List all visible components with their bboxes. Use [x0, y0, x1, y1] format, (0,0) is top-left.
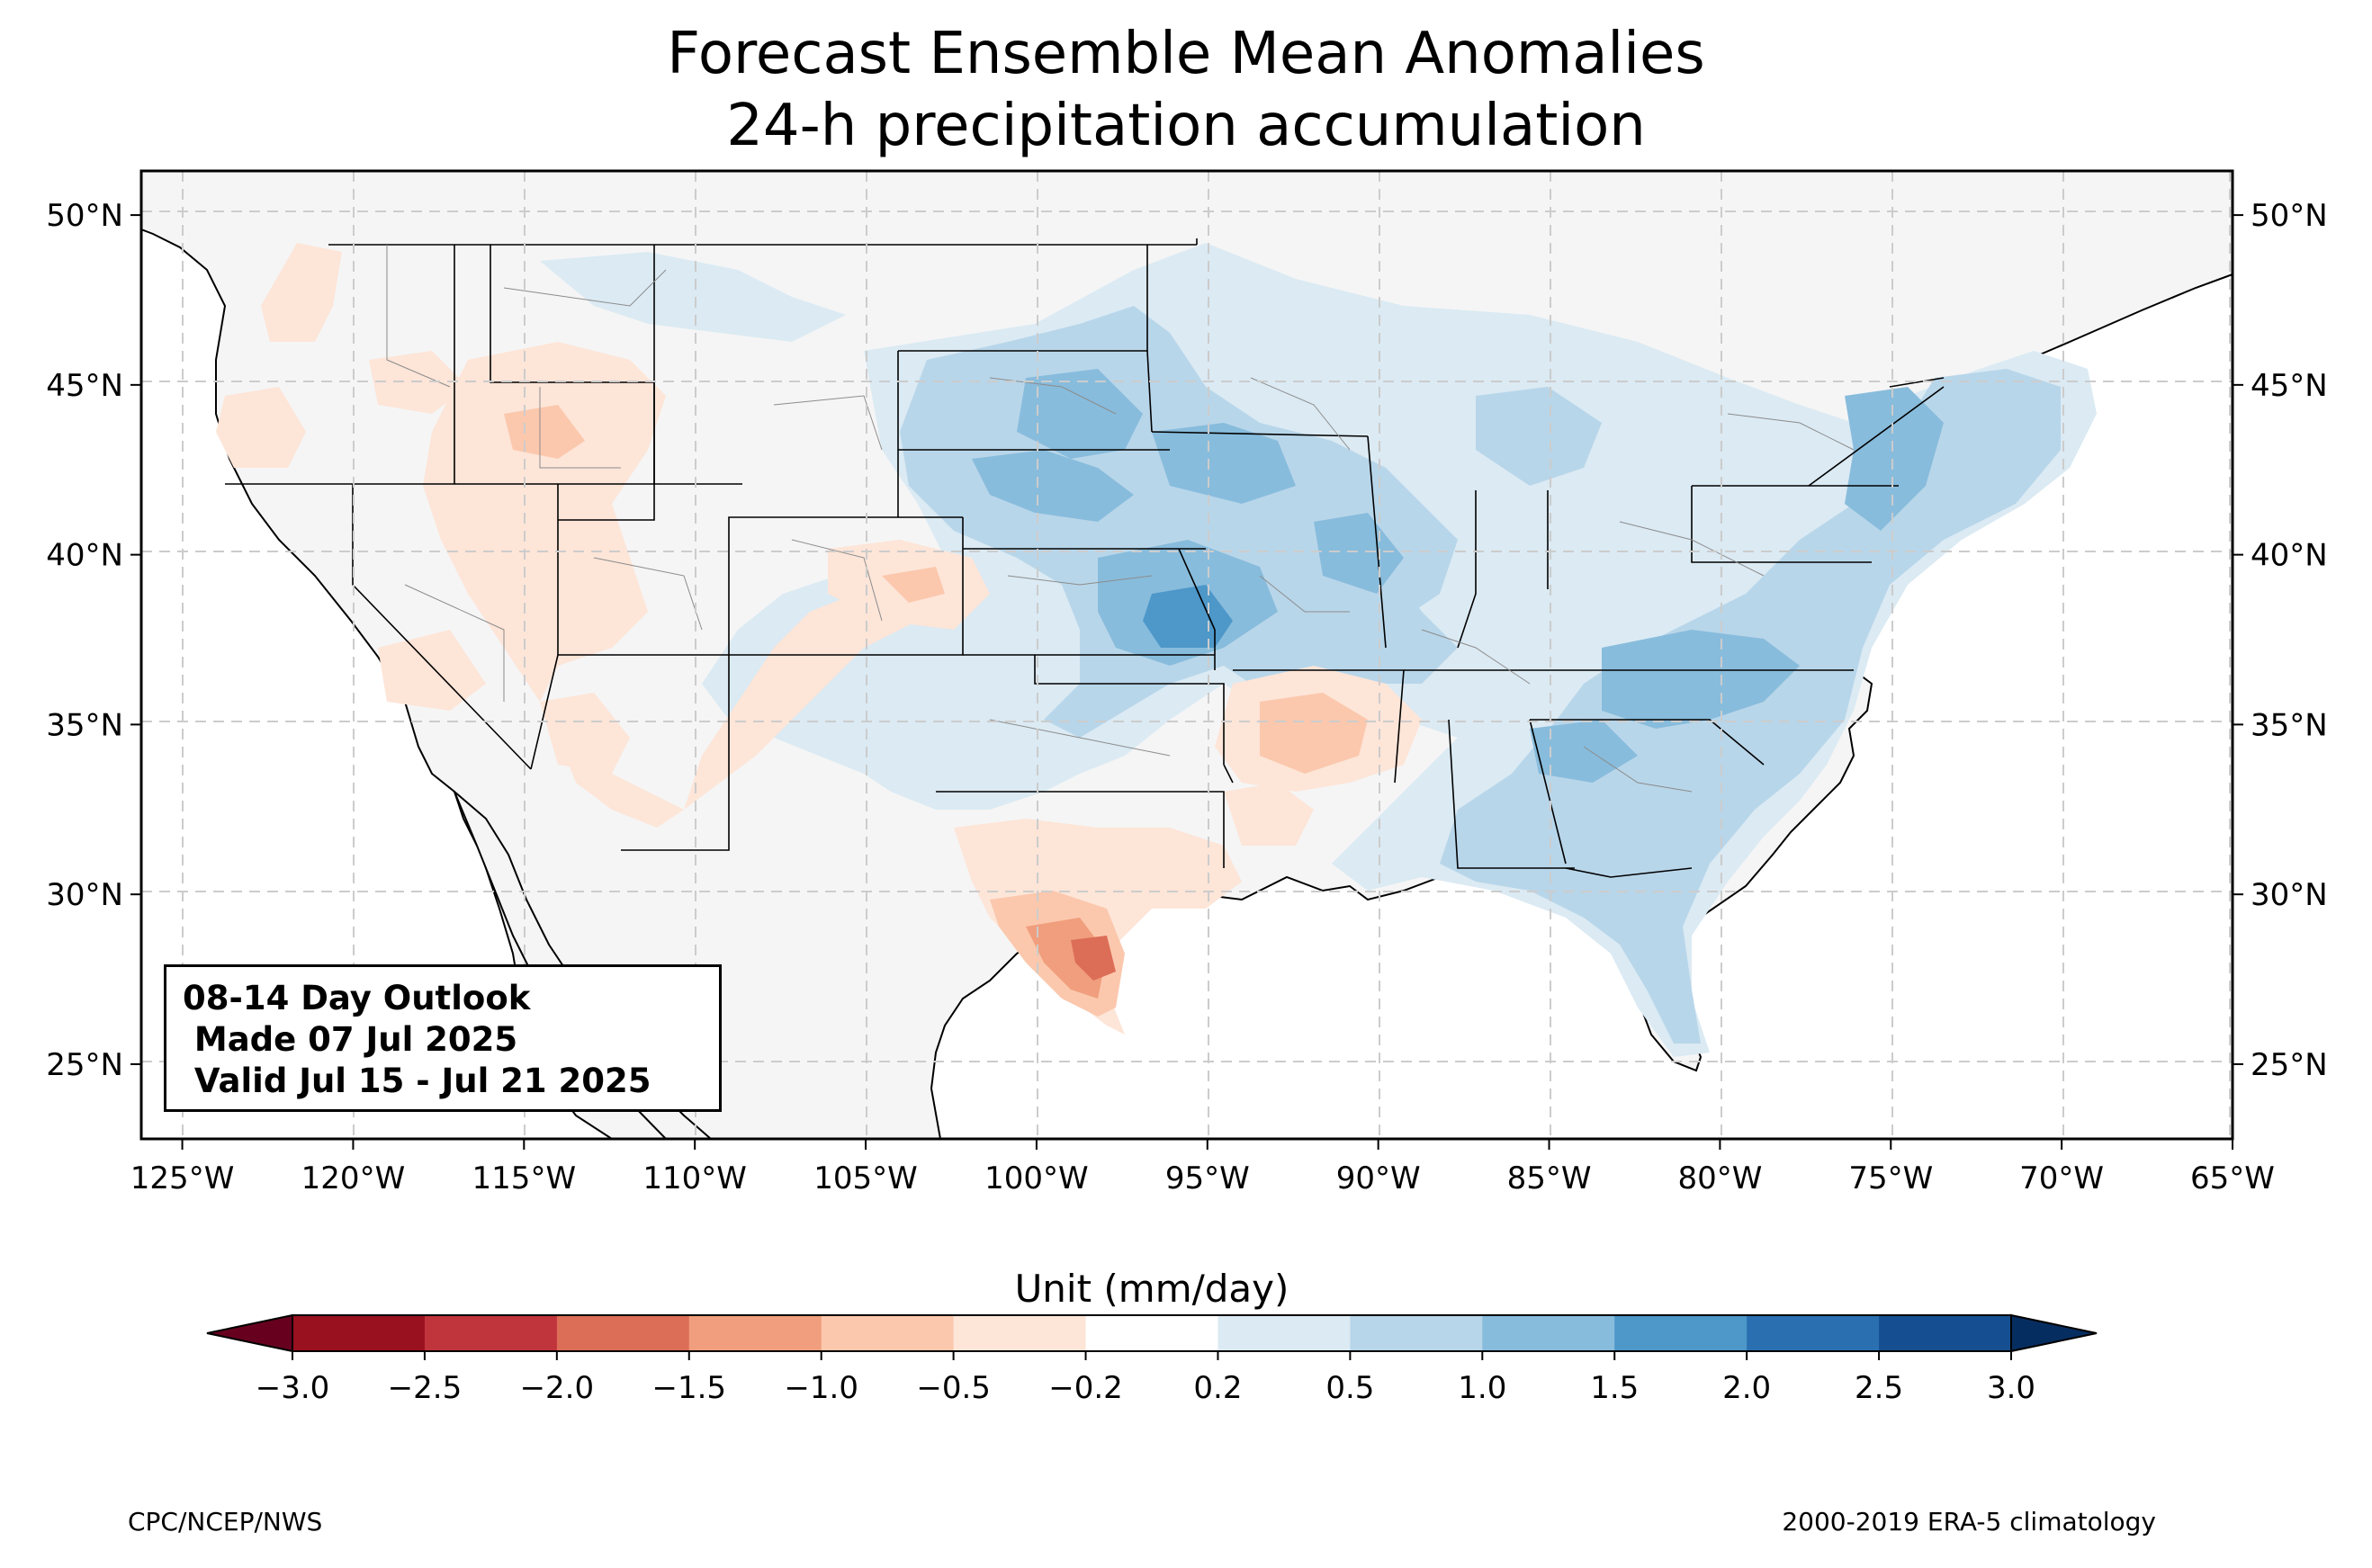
lon-label: 90°W [1336, 1160, 1421, 1196]
lon-label: 75°W [1848, 1160, 1933, 1196]
colorbar-label: −0.2 [1048, 1370, 1123, 1406]
colorbar-label: −1.0 [784, 1370, 858, 1406]
colorbar-label: 3.0 [1987, 1370, 2035, 1406]
map-title-line2: 24-h precipitation accumulation [726, 93, 1646, 159]
lat-label-left: 25°N [46, 1047, 123, 1083]
lon-label: 95°W [1165, 1160, 1250, 1196]
colorbar-under-arrow [206, 1313, 293, 1353]
lon-label: 125°W [130, 1160, 235, 1196]
lon-label: 85°W [1507, 1160, 1592, 1196]
colorbar-label: −1.5 [651, 1370, 726, 1406]
colorbar-bin [688, 1315, 822, 1351]
lat-label-left: 35°N [46, 707, 123, 743]
lon-label: 105°W [813, 1160, 918, 1196]
lon-label: 80°W [1677, 1160, 1762, 1196]
lat-label-left: 50°N [46, 198, 123, 234]
lat-label-left: 30°N [46, 877, 123, 913]
lat-label-right: 45°N [2251, 368, 2328, 404]
lat-label-right: 50°N [2251, 198, 2328, 234]
colorbar-label: 2.5 [1855, 1370, 1903, 1406]
lat-label-left: 45°N [46, 368, 123, 404]
colorbar-bin [1879, 1315, 2012, 1351]
lon-label: 110°W [642, 1160, 747, 1196]
colorbar-label: 0.2 [1193, 1370, 1242, 1406]
outlook-line1: 08-14 Day Outlook [183, 979, 531, 1017]
footer-source: CPC/NCEP/NWS [128, 1507, 323, 1537]
latitude-labels-left: 50°N 45°N 40°N 35°N 30°N 25°N [46, 198, 123, 1083]
outlook-line3: Valid Jul 15 - Jul 21 2025 [183, 1062, 651, 1100]
footer-climatology: 2000-2019 ERA-5 climatology [1782, 1507, 2156, 1537]
baja-peninsula [454, 791, 713, 1139]
graticule [141, 171, 2233, 1139]
colorbar-bin [1350, 1315, 1483, 1351]
lat-label-right: 40°N [2251, 538, 2328, 574]
lat-label-right: 30°N [2251, 877, 2328, 913]
colorbar [206, 1313, 2098, 1360]
colorbar-bin [1085, 1315, 1218, 1351]
colorbar-label: −2.5 [388, 1370, 463, 1406]
colorbar-bin [1217, 1315, 1351, 1351]
colorbar-label: −2.0 [520, 1370, 595, 1406]
colorbar-bin [1614, 1315, 1748, 1351]
colorbar-label: 2.0 [1722, 1370, 1771, 1406]
anomaly-shading [540, 243, 2097, 1057]
colorbar-over-arrow [2010, 1313, 2098, 1353]
lat-label-right: 25°N [2251, 1047, 2328, 1083]
lon-label: 115°W [472, 1160, 577, 1196]
colorbar-bin [556, 1315, 690, 1351]
colorbar-bin [821, 1315, 955, 1351]
colorbar-label: −3.0 [256, 1370, 330, 1406]
lon-label: 120°W [301, 1160, 406, 1196]
lat-label-left: 40°N [46, 538, 123, 574]
axis-ticks [130, 214, 2243, 1150]
outlook-line2: Made 07 Jul 2025 [183, 1020, 518, 1059]
map-frame [139, 169, 2234, 1141]
colorbar-title: Unit (mm/day) [1014, 1267, 1289, 1311]
colorbar-outline [292, 1314, 2012, 1352]
lon-label: 65°W [2190, 1160, 2275, 1196]
outlook-info-box: 08-14 Day Outlook Made 07 Jul 2025 Valid… [164, 964, 722, 1112]
longitude-labels: 125°W 120°W 115°W 110°W 105°W 100°W 95°W 90°W 85… [130, 1160, 2275, 1196]
lon-label: 70°W [2019, 1160, 2104, 1196]
colorbar-label: −0.5 [916, 1370, 991, 1406]
lon-label: 100°W [984, 1160, 1089, 1196]
lat-label-right: 35°N [2251, 707, 2328, 743]
colorbar-bin [292, 1315, 426, 1351]
colorbar-labels: −3.0 −2.5 −2.0 −1.5 −1.0 −0.5 −0.2 0.2 0.5 1.0 1.5… [256, 1370, 2035, 1406]
map-title-line1: Forecast Ensemble Mean Anomalies [667, 21, 1705, 87]
colorbar-label: 0.5 [1325, 1370, 1374, 1406]
colorbar-bin [953, 1315, 1087, 1351]
colorbar-label: 1.5 [1590, 1370, 1639, 1406]
colorbar-bin [1482, 1315, 1615, 1351]
latitude-labels-right: 50°N 45°N 40°N 35°N 30°N 25°N [2251, 198, 2328, 1083]
colorbar-bin [424, 1315, 558, 1351]
colorbar-label: 1.0 [1458, 1370, 1506, 1406]
colorbar-bin [1747, 1315, 1880, 1351]
